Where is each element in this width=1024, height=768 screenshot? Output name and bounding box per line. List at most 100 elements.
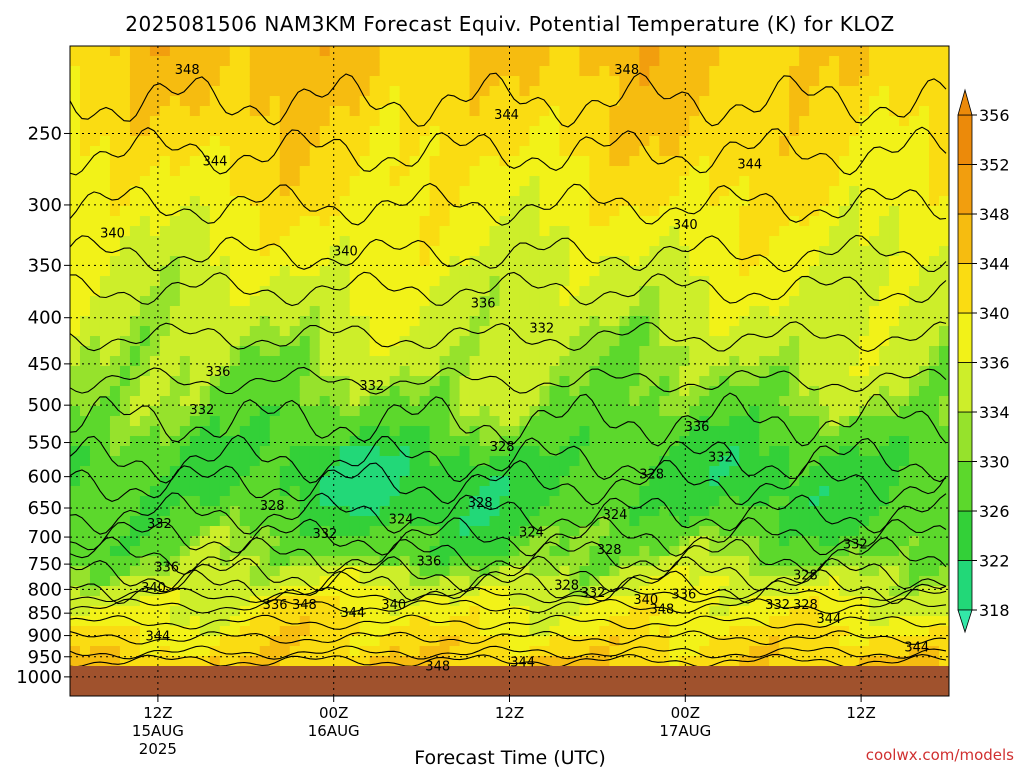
field-cell [439,276,451,287]
field-cell [769,476,780,487]
field-cell [759,386,770,397]
field-cell [739,646,750,657]
field-cell [569,226,581,237]
field-cell [139,406,151,417]
field-cell [819,396,830,407]
field-cell [289,256,301,267]
field-cell [279,546,291,557]
field-cell [769,126,780,137]
field-cell [329,46,341,57]
field-cell [489,406,501,417]
field-cell [499,336,511,347]
field-cell [799,106,810,117]
field-cell [609,376,620,387]
field-cell [389,296,401,307]
field-cell [219,646,231,657]
field-cell [89,86,101,97]
field-cell [129,476,141,487]
field-cell [609,516,620,527]
field-cell [249,586,261,597]
field-cell [659,556,670,567]
field-cell [509,176,521,187]
field-cell [309,576,321,587]
field-cell [129,376,141,387]
field-cell [799,296,810,307]
field-cell [70,336,81,347]
field-cell [379,116,391,127]
field-cell [669,336,680,347]
field-cell [699,306,710,317]
field-cell [199,346,211,357]
field-cell [179,46,191,57]
field-cell [699,396,710,407]
field-cell [679,366,690,377]
field-cell [119,376,131,387]
field-cell [689,46,700,57]
field-cell [619,386,630,397]
field-cell [269,126,281,137]
field-cell [209,416,221,427]
field-cell [569,196,581,207]
field-cell [599,276,610,287]
field-cell [289,366,301,377]
field-cell [259,426,271,437]
field-cell [429,86,441,97]
field-cell [79,236,91,247]
field-cell [669,546,680,557]
field-cell [139,266,151,277]
field-cell [669,286,680,297]
field-cell [799,376,810,387]
field-cell [159,166,171,177]
field-cell [569,286,581,297]
field-cell [709,366,720,377]
field-cell [229,186,241,197]
field-cell [79,316,91,327]
field-cell [79,96,91,107]
field-cell [109,296,121,307]
field-cell [419,316,431,327]
field-cell [739,416,750,427]
field-cell [369,266,381,277]
field-cell [249,236,261,247]
field-cell [459,416,471,427]
field-cell [399,476,411,487]
field-cell [489,486,501,497]
field-cell [229,206,241,217]
field-cell [369,286,381,297]
field-cell [379,446,391,457]
field-cell [89,306,101,317]
field-cell [89,416,101,427]
field-cell [539,386,551,397]
field-cell [379,416,391,427]
field-cell [249,346,261,357]
field-cell [569,446,581,457]
field-cell [269,656,281,667]
field-cell [249,366,261,377]
field-cell [359,626,371,637]
field-cell [679,656,690,667]
field-cell [529,96,541,107]
field-cell [119,406,131,417]
field-cell [699,546,710,557]
field-cell [569,156,581,167]
field-cell [599,206,610,217]
field-cell [489,366,501,377]
field-cell [249,146,261,157]
field-cell [229,286,241,297]
field-cell [819,496,830,507]
field-cell [829,326,840,337]
field-cell [459,656,471,667]
field-cell [119,446,131,457]
field-cell [509,596,521,607]
field-cell [739,256,750,267]
field-cell [70,656,81,667]
field-cell [89,46,101,57]
field-cell [739,196,750,207]
field-cell [629,256,640,267]
field-cell [729,596,740,607]
field-cell [819,356,830,367]
field-cell [549,296,561,307]
field-cell [649,256,660,267]
field-cell [329,336,341,347]
field-cell [749,606,760,617]
